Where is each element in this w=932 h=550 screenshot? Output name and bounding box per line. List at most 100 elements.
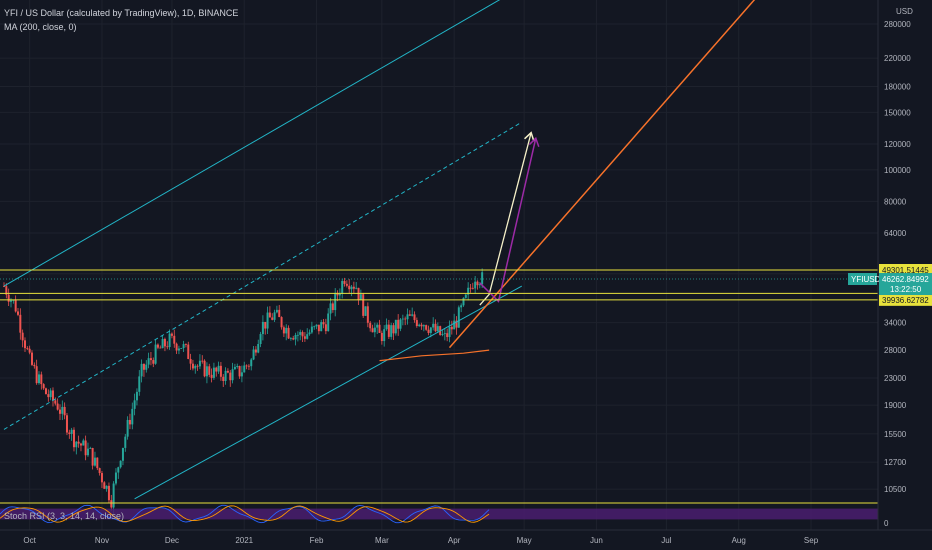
candle-body — [406, 314, 409, 320]
candle-body — [240, 372, 243, 377]
channel-mid-line — [3, 121, 523, 430]
trend-drawings — [0, 0, 878, 500]
candle-body — [37, 374, 40, 384]
candle-body — [306, 334, 309, 339]
candle-body — [233, 366, 236, 370]
last-price-tag — [879, 273, 932, 296]
candle-body — [308, 332, 311, 335]
candle-body — [301, 332, 304, 337]
candle-body — [476, 281, 479, 286]
y-tick-10500: 10500 — [884, 485, 907, 494]
candle-body — [51, 390, 54, 401]
candle-body — [331, 303, 334, 311]
x-tick-2021: 2021 — [235, 536, 253, 545]
candle-body — [364, 306, 367, 316]
rsi-k-line — [0, 504, 490, 524]
candle-body — [317, 324, 320, 332]
candle-body — [149, 358, 152, 361]
candle-body — [114, 472, 117, 484]
candle-body — [7, 294, 10, 302]
candle-body — [366, 306, 369, 323]
candle-body — [42, 384, 45, 389]
candle-body — [278, 309, 281, 318]
candle-body — [350, 286, 353, 290]
candle-body — [110, 500, 113, 508]
y-tick-180000: 180000 — [884, 83, 911, 92]
candle-body — [203, 360, 206, 377]
y-tick-28000: 28000 — [884, 346, 907, 355]
candle-body — [348, 285, 351, 290]
candle-body — [152, 360, 155, 364]
candle-body — [404, 318, 407, 320]
candle-body — [380, 332, 383, 342]
level-tag-text-1: 39936.62782 — [882, 296, 929, 305]
candle-body — [131, 408, 134, 425]
candle-body — [33, 364, 36, 367]
time-axis[interactable]: Oct Nov Dec 2021 Feb Mar Apr May Jun Jul Aug Sep — [0, 529, 932, 545]
candle-body — [273, 312, 276, 320]
countdown-text: 13:22:50 — [890, 285, 922, 294]
candle-body — [173, 335, 176, 344]
candle-body — [140, 363, 143, 377]
candle-body — [385, 324, 388, 330]
candle-body — [194, 365, 197, 369]
candle-body — [100, 473, 103, 483]
candle-body — [313, 326, 316, 328]
candle-body — [296, 334, 299, 336]
candle-body — [434, 323, 437, 332]
candle-body — [231, 369, 234, 381]
candle-body — [35, 366, 38, 384]
candle-body — [177, 348, 180, 351]
candle-body — [343, 280, 346, 284]
candle-body — [168, 333, 171, 348]
candle-body — [189, 358, 192, 364]
candle-body — [289, 338, 292, 339]
candle-body — [212, 367, 215, 378]
candle-body — [455, 320, 458, 328]
candle-body — [77, 441, 80, 444]
candle-body — [156, 344, 159, 348]
level-tag-1 — [879, 293, 932, 306]
candle-body — [103, 482, 106, 489]
candle-body — [292, 338, 295, 340]
x-tick-Nov: Nov — [95, 536, 109, 545]
candle-body — [376, 324, 379, 328]
candle-body — [112, 483, 115, 508]
candle-body — [285, 327, 288, 334]
candle-body — [16, 311, 19, 315]
candle-body — [105, 485, 108, 489]
candle-body — [23, 340, 26, 349]
candle-body — [441, 334, 444, 335]
candle-body — [3, 286, 5, 287]
candle-body — [320, 322, 323, 332]
candle-body — [338, 293, 341, 296]
y-tick-120000: 120000 — [884, 140, 911, 149]
x-tick-Mar: Mar — [375, 536, 389, 545]
candle-body — [243, 365, 246, 373]
candle-body — [210, 374, 213, 378]
candle-body — [215, 367, 218, 372]
candle-body — [327, 313, 330, 332]
candle-body — [429, 327, 432, 333]
candle-body — [145, 364, 148, 370]
candle-body — [432, 323, 435, 328]
candle-body — [163, 338, 166, 347]
candle-body — [89, 447, 92, 449]
candle-body — [229, 372, 232, 381]
candle-body — [180, 348, 183, 349]
candle-body — [264, 321, 267, 329]
candle-body — [324, 324, 327, 332]
candle-body — [460, 305, 463, 308]
candle-body — [56, 403, 59, 410]
candle-body — [378, 324, 381, 333]
y-tick-340000: 340000 — [884, 0, 911, 1]
candle-body — [133, 400, 136, 409]
candle-body — [362, 294, 365, 316]
candle-body — [413, 314, 416, 321]
price-axis[interactable]: 3400002800002200001800001500001200001000… — [848, 0, 932, 530]
candle-body — [394, 319, 397, 334]
candle-body — [329, 303, 332, 314]
y-tick-23000: 23000 — [884, 374, 907, 383]
candle-body — [40, 374, 43, 385]
